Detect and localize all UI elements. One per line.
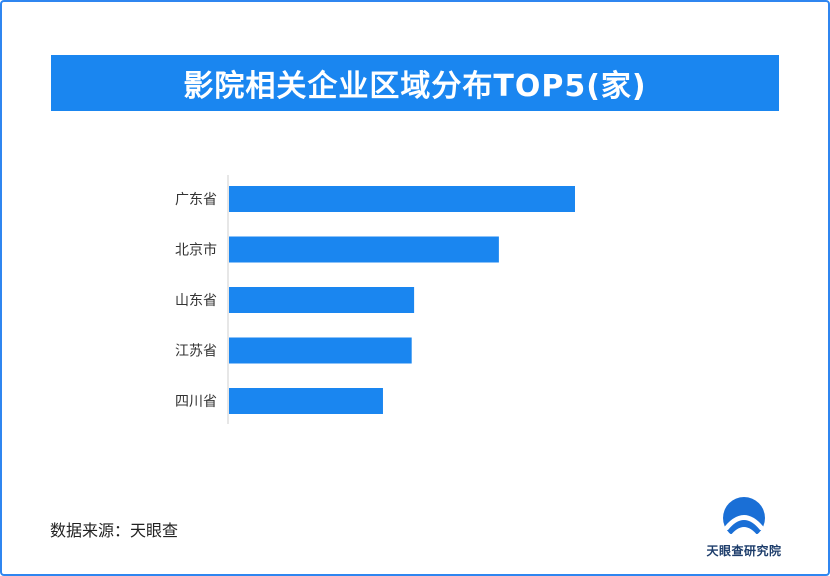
bar-1 xyxy=(229,186,575,212)
title-bar: 影院相关企业区域分布TOP5(家) xyxy=(51,55,779,111)
bar-3 xyxy=(229,287,415,313)
data-source-note: 数据来源：天眼查 xyxy=(50,521,179,540)
eye-arc-icon xyxy=(720,497,768,540)
bar-4 xyxy=(229,337,412,364)
chart-title: 影院相关企业区域分布TOP5(家) xyxy=(183,69,647,104)
category-label-5: 四川省 xyxy=(175,394,217,410)
logo-label: 天眼查研究院 xyxy=(706,544,782,558)
bar-5 xyxy=(229,388,383,414)
bar-2 xyxy=(229,236,499,263)
category-label-1: 广东省 xyxy=(175,192,217,208)
bars-group xyxy=(229,186,575,414)
tianyancha-logo: 天眼查研究院 xyxy=(698,496,790,564)
category-label-3: 山东省 xyxy=(175,293,217,309)
category-label-4: 江苏省 xyxy=(175,344,217,360)
category-label-2: 北京市 xyxy=(175,242,217,259)
